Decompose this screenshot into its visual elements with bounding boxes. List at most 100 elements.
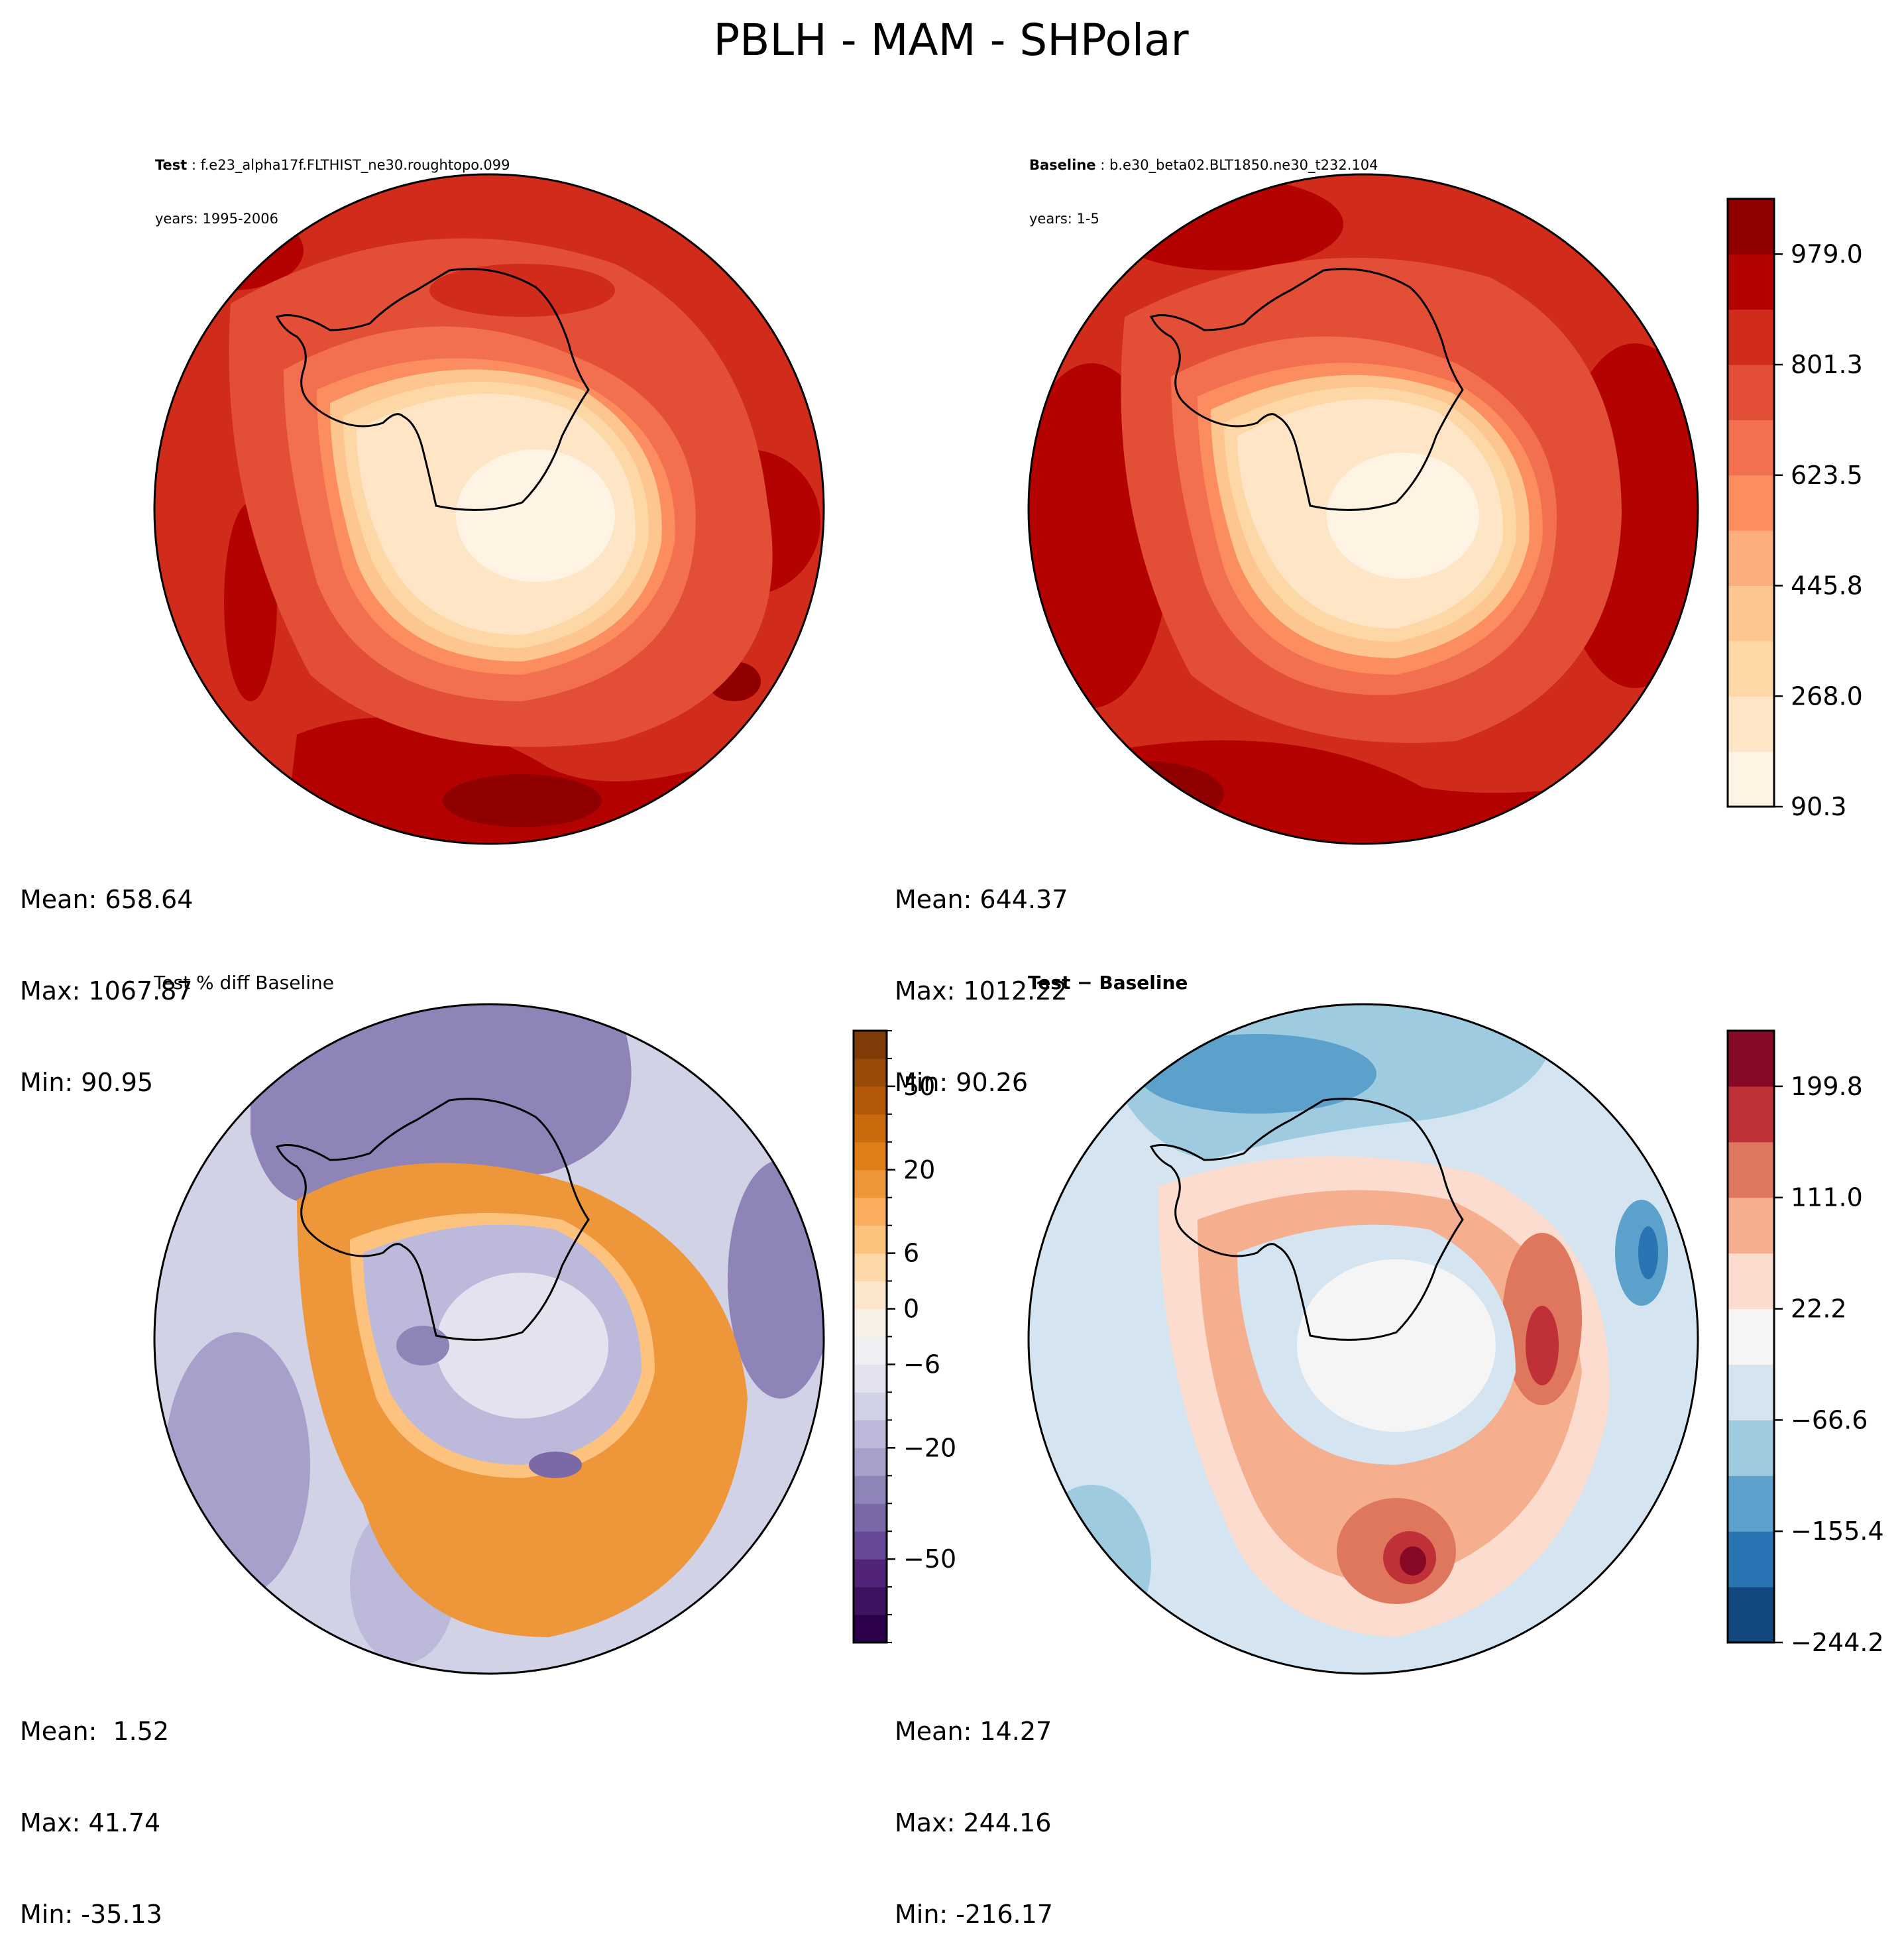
pblh-colorbar-tick-label: 623.5: [1791, 461, 1863, 490]
pctdiff-map: [153, 1003, 825, 1675]
diff-stats: Mean: 14.27 Max: 244.16 Min: -216.17: [895, 1655, 1053, 1960]
figure-title: PBLH - MAM - SHPolar: [713, 15, 1189, 66]
baseline-min: Min: 90.26: [895, 1068, 1029, 1097]
test-contours: [154, 174, 824, 844]
baseline-max: Max: 1012.22: [895, 976, 1068, 1006]
pctdiff-colorbar-swatch: [854, 1197, 887, 1226]
pctdiff-colorbar-swatch: [854, 1615, 887, 1643]
pctdiff-colorbar-swatch: [854, 1225, 887, 1254]
pctdiff-colorbar-swatch: [854, 1448, 887, 1476]
test-years: years: 1995-2006: [155, 211, 279, 227]
diff-coastline: [1149, 1098, 1464, 1341]
pctdiff-colorbar-tick-label: −6: [903, 1350, 940, 1379]
pctdiff-colorbar-swatch: [854, 1281, 887, 1310]
diff-colorbar-swatch: [1728, 1587, 1774, 1643]
diff-colorbar-swatch: [1728, 1308, 1774, 1365]
pctdiff-colorbar-swatch: [854, 1058, 887, 1087]
pctdiff-colorbar: −50 −20 −6 0 6 20 50: [852, 1029, 956, 1644]
pctdiff-colorbar-swatch: [854, 1420, 887, 1448]
test-stats: Mean: 658.64 Max: 1067.87 Min: 90.95: [20, 823, 193, 1128]
pctdiff-colorbar-tick-label: −20: [903, 1433, 956, 1462]
pctdiff-mean: Mean: 1.52: [20, 1717, 170, 1746]
pctdiff-colorbar-swatch: [854, 1392, 887, 1420]
pctdiff-colorbar-tick-label: −50: [903, 1544, 956, 1574]
pctdiff-colorbar-swatch: [854, 1336, 887, 1365]
diff-colorbar-tick-label: −66.6: [1791, 1405, 1868, 1434]
pctdiff-colorbar-tick-label: 6: [903, 1239, 919, 1268]
diff-contours: [1029, 1004, 1698, 1674]
pblh-colorbar: 90.3 268.0 445.8 623.5 801.3 979.0: [1726, 198, 1863, 821]
baseline-mean: Mean: 644.37: [895, 885, 1068, 914]
pblh-colorbar-tick-label: 445.8: [1791, 571, 1863, 601]
diff-colorbar-tick-label: 22.2: [1791, 1295, 1847, 1324]
diff-colorbar-swatch: [1728, 1086, 1774, 1143]
pblh-colorbar-swatch: [1728, 696, 1774, 752]
pblh-colorbar-tick-label: 801.3: [1791, 350, 1863, 379]
baseline-stats: Mean: 644.37 Max: 1012.22 Min: 90.26: [895, 823, 1068, 1128]
pctdiff-stats: Mean: 1.52 Max: 41.74 Min: -35.13: [20, 1655, 169, 1960]
diff-colorbar-tick-label: 111.0: [1791, 1183, 1863, 1212]
baseline-panel-title: Baseline : b.e30_beta02.BLT1850.ne30_t23…: [1029, 121, 1378, 246]
baseline-coastline: [1149, 268, 1464, 511]
pctdiff-contours: [154, 1004, 824, 1674]
pctdiff-panel-title: Test % diff Baseline: [154, 972, 335, 994]
test-min: Min: 90.95: [20, 1068, 154, 1097]
pblh-colorbar-tick-label: 90.3: [1791, 792, 1847, 821]
pctdiff-max: Max: 41.74: [20, 1808, 161, 1837]
baseline-case-name: : b.e30_beta02.BLT1850.ne30_t232.104: [1095, 157, 1378, 173]
pctdiff-colorbar-swatch: [854, 1559, 887, 1587]
diff-panel-title: Test − Baseline: [1028, 972, 1188, 994]
pctdiff-coastline: [275, 1098, 590, 1341]
test-coastline: [275, 268, 590, 511]
diff-colorbar-tick-label: −244.2: [1791, 1628, 1884, 1657]
diff-colorbar-tick-label: 199.8: [1791, 1072, 1863, 1101]
pblh-colorbar-swatch: [1728, 751, 1774, 807]
pctdiff-min: Min: -35.13: [20, 1900, 162, 1929]
pctdiff-colorbar-swatch: [854, 1531, 887, 1560]
pctdiff-colorbar-swatch: [854, 1086, 887, 1115]
baseline-map: [1027, 173, 1699, 845]
pctdiff-colorbar-swatch: [854, 1114, 887, 1143]
diff-colorbar: −244.2 −155.4 −66.6 22.2 111.0 199.8: [1726, 1029, 1884, 1657]
diff-colorbar-swatch: [1728, 1475, 1774, 1532]
diff-colorbar-swatch: [1728, 1364, 1774, 1420]
pblh-colorbar-swatch: [1728, 420, 1774, 476]
diff-colorbar-tick-label: −155.4: [1791, 1517, 1884, 1546]
pctdiff-colorbar-swatch: [854, 1031, 887, 1059]
pctdiff-colorbar-swatch: [854, 1253, 887, 1282]
pctdiff-colorbar-swatch: [854, 1169, 887, 1198]
baseline-map-boundary: [1027, 173, 1699, 845]
test-label: Test: [155, 157, 188, 173]
pctdiff-colorbar-tick-label: 20: [903, 1155, 935, 1184]
pctdiff-colorbar-swatch: [854, 1364, 887, 1393]
diff-colorbar-swatch: [1728, 1197, 1774, 1254]
pblh-colorbar-swatch: [1728, 530, 1774, 587]
pblh-colorbar-tick-label: 268.0: [1791, 681, 1863, 711]
pblh-colorbar-swatch: [1728, 585, 1774, 642]
pctdiff-colorbar-swatch: [854, 1308, 887, 1337]
pblh-colorbar-swatch: [1728, 309, 1774, 365]
pctdiff-map-boundary: [153, 1003, 825, 1675]
pctdiff-colorbar-swatch: [854, 1587, 887, 1615]
pctdiff-colorbar-tick-label: 0: [903, 1295, 919, 1324]
test-panel-title: Test : f.e23_alpha17f.FLTHIST_ne30.rough…: [155, 121, 510, 246]
pblh-colorbar-swatch: [1728, 640, 1774, 697]
baseline-years: years: 1-5: [1029, 211, 1099, 227]
test-mean: Mean: 658.64: [20, 885, 194, 914]
diff-map-boundary: [1027, 1003, 1699, 1675]
test-map-boundary: [153, 173, 825, 845]
diff-map: [1027, 1003, 1699, 1675]
baseline-label: Baseline: [1029, 157, 1096, 173]
diff-min: Min: -216.17: [895, 1900, 1053, 1929]
diff-mean: Mean: 14.27: [895, 1717, 1052, 1746]
diff-colorbar-swatch: [1728, 1031, 1774, 1087]
pctdiff-colorbar-tick-label: 50: [903, 1072, 935, 1101]
pblh-colorbar-swatch: [1728, 254, 1774, 310]
diff-colorbar-swatch: [1728, 1141, 1774, 1198]
diff-colorbar-swatch: [1728, 1531, 1774, 1587]
test-map: [153, 173, 825, 845]
pblh-colorbar-swatch: [1728, 365, 1774, 420]
diff-colorbar-swatch: [1728, 1420, 1774, 1476]
diff-colorbar-swatch: [1728, 1253, 1774, 1310]
pctdiff-colorbar-swatch: [854, 1141, 887, 1171]
